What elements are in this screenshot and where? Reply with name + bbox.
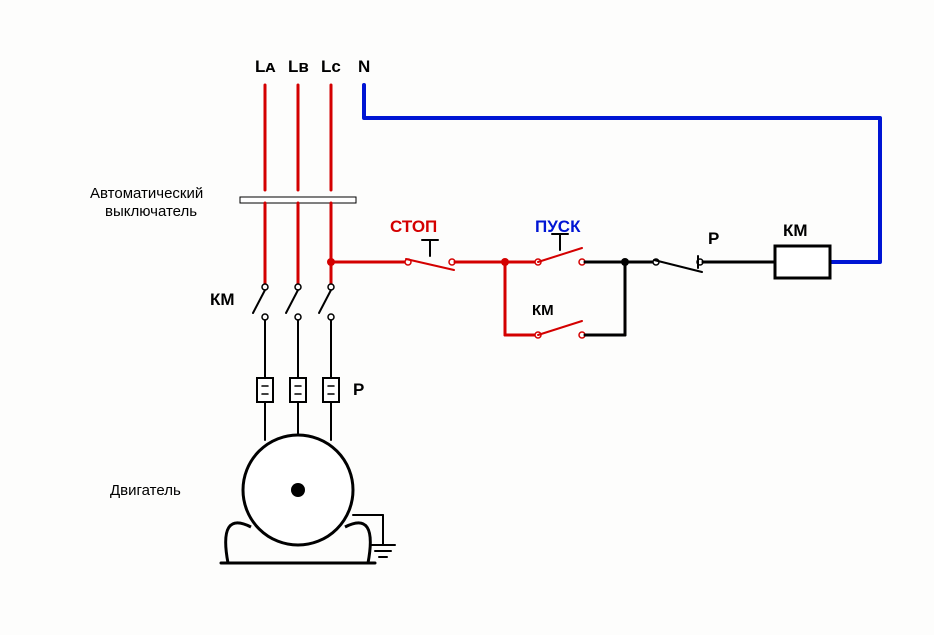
stop-nc-contact	[406, 259, 454, 270]
label-breaker-1: Автоматический	[90, 185, 203, 202]
label-LC: Lᴄ	[321, 57, 341, 76]
label-km-coil: КМ	[783, 221, 808, 240]
label-stop: СТОП	[390, 217, 437, 236]
km-coil	[775, 246, 830, 278]
label-km-aux: КМ	[532, 302, 554, 319]
motor-center	[291, 483, 305, 497]
label-p-relay: Р	[353, 380, 364, 399]
km-aux-contact	[538, 321, 582, 335]
p-nc-contact	[654, 260, 702, 272]
thermal-element-2	[323, 378, 339, 402]
label-LB: Lʙ	[288, 57, 309, 76]
label-km-main: КМ	[210, 290, 235, 309]
km-main-contact-2	[319, 290, 331, 313]
label-N: N	[358, 57, 370, 76]
km-main-contact-1	[286, 290, 298, 313]
label-p-contact: Р	[708, 229, 719, 248]
label-motor: Двигатель	[110, 482, 181, 499]
thermal-element-1	[290, 378, 306, 402]
label-breaker-2: выключатель	[105, 203, 197, 220]
thermal-element-0	[257, 378, 273, 402]
km-main-contact-0	[253, 290, 265, 313]
label-LA: Lᴀ	[255, 57, 275, 76]
